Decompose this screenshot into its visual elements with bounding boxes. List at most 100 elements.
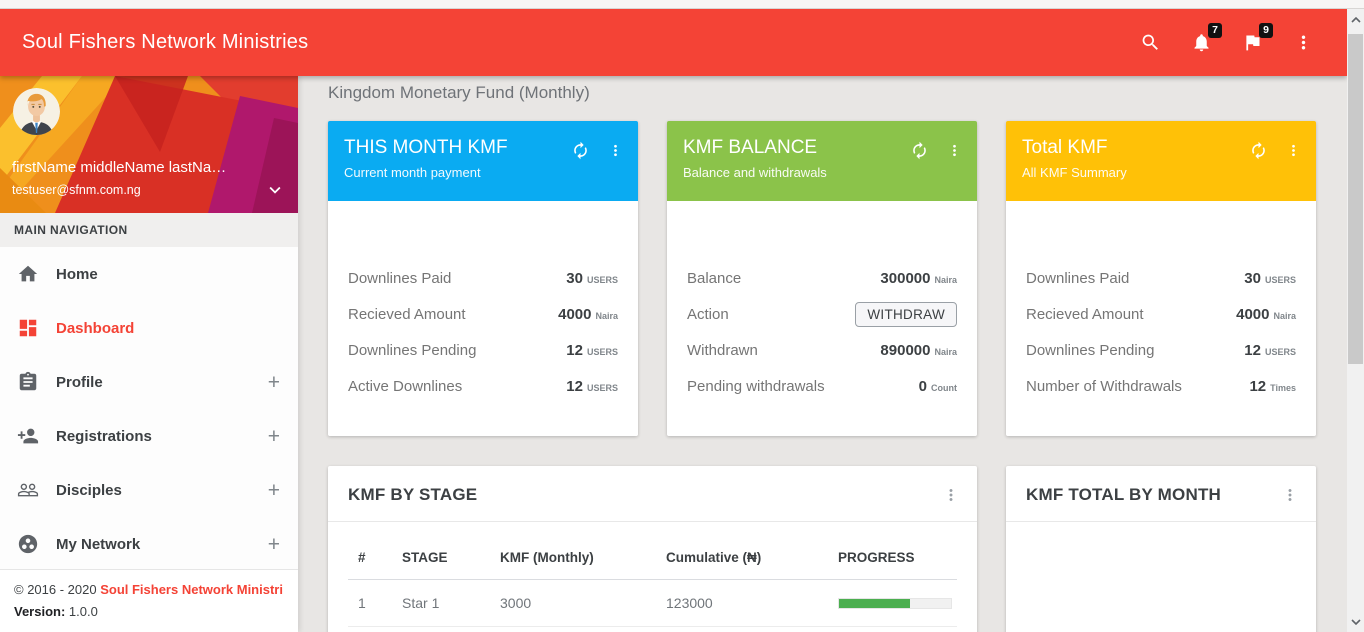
network-icon [17, 532, 41, 556]
clipboard-icon [17, 370, 41, 394]
version-label: Version: [14, 604, 66, 619]
notifications-bell-icon[interactable]: 7 [1189, 22, 1222, 55]
stat-label: Number of Withdrawals [1026, 377, 1182, 395]
scrollbar[interactable] [1347, 9, 1364, 632]
org-link[interactable]: Soul Fishers Network Ministri… [100, 582, 284, 597]
sidebar-item-label: Home [56, 265, 98, 283]
stat-row: Recieved Amount 4000 Naira [348, 303, 618, 325]
panel-menu-icon[interactable] [1280, 485, 1300, 505]
dashboard-icon [17, 316, 41, 340]
stat-value: 12 [1244, 341, 1261, 359]
stat-unit: USERS [586, 346, 618, 357]
stat-value: 890000 [880, 341, 931, 359]
card-subtitle: Balance and withdrawals [683, 165, 827, 180]
stat-row: Balance 300000 Naira [687, 267, 957, 289]
stat-row: Pending withdrawals 0 Count [687, 375, 957, 397]
user-avatar[interactable] [13, 88, 60, 135]
home-icon [17, 262, 41, 286]
stat-label: Active Downlines [348, 377, 463, 395]
cell-kmf: 3000 [490, 579, 656, 627]
stat-value: 12 [566, 341, 583, 359]
stat-value: 12 [1249, 377, 1267, 395]
sidebar-item-label: Profile [56, 373, 103, 391]
main-content: Kingdom Monetary Fund (Monthly) THIS MON… [298, 76, 1347, 632]
stat-unit: USERS [1264, 274, 1296, 285]
panel-menu-icon[interactable] [941, 485, 961, 505]
stat-label: Action [687, 305, 729, 323]
cell-num: 1 [348, 579, 392, 627]
stat-label: Downlines Pending [348, 341, 477, 359]
stat-row: Withdrawn 890000 Naira [687, 339, 957, 361]
stat-value: 4000 [558, 305, 592, 323]
stat-unit: Naira [934, 346, 957, 357]
refresh-icon[interactable] [909, 140, 929, 160]
expand-plus-icon[interactable]: + [267, 370, 280, 394]
sidebar-item-dashboard[interactable]: Dashboard [0, 301, 298, 355]
card-title: Total KMF [1022, 137, 1108, 158]
version-value: 1.0.0 [68, 604, 98, 619]
stat-unit: Count [931, 382, 957, 393]
card-subtitle: Current month payment [344, 165, 481, 180]
main-navigation: Home Dashboard Profile + Registrations [0, 247, 298, 571]
sidebar-item-registrations[interactable]: Registrations + [0, 409, 298, 463]
cell-stage: Star 1 [392, 579, 490, 627]
scroll-down-button[interactable] [1347, 612, 1364, 631]
person-add-icon [17, 424, 41, 448]
flags-badge: 9 [1259, 22, 1273, 38]
scrollbar-thumb[interactable] [1348, 34, 1363, 364]
panel-title: KMF BY STAGE [348, 485, 478, 504]
stat-value: 12 [566, 377, 583, 395]
overflow-menu-icon[interactable] [1291, 31, 1315, 55]
app-bar: Soul Fishers Network Ministries 7 9 [0, 9, 1347, 76]
panel-title: KMF TOTAL BY MONTH [1026, 485, 1221, 504]
stat-unit: USERS [586, 382, 618, 393]
withdraw-button[interactable]: WITHDRAW [855, 301, 957, 327]
stat-label: Withdrawn [687, 341, 758, 359]
scroll-up-button[interactable] [1347, 10, 1364, 29]
card-menu-icon[interactable] [944, 140, 964, 160]
search-icon[interactable] [1138, 31, 1162, 55]
stat-row: Active Downlines 12 USERS [348, 375, 618, 397]
sidebar-item-label: My Network [56, 535, 141, 553]
card-body: Balance 300000 Naira Action WITHDRAW With… [667, 201, 977, 436]
refresh-icon[interactable] [570, 140, 590, 160]
column-header: # [348, 522, 392, 580]
card-kmf-balance: KMF BALANCE Balance and withdrawals Bala… [667, 121, 977, 436]
sidebar-item-my-network[interactable]: My Network + [0, 517, 298, 571]
stat-unit: Naira [1273, 310, 1296, 321]
stat-unit: USERS [1264, 346, 1296, 357]
sidebar-item-label: Dashboard [56, 319, 135, 337]
sidebar-item-home[interactable]: Home [0, 247, 298, 301]
stat-row: Downlines Pending 12 USERS [348, 339, 618, 361]
stat-label: Downlines Pending [1026, 341, 1155, 359]
stat-row: Downlines Paid 30 USERS [1026, 267, 1296, 289]
browser-top-strip [0, 0, 1364, 9]
card-menu-icon[interactable] [605, 140, 625, 160]
sidebar-item-disciples[interactable]: Disciples + [0, 463, 298, 517]
card-title: THIS MONTH KMF [344, 137, 508, 158]
app-title: Soul Fishers Network Ministries [22, 31, 309, 53]
stage-table: # STAGE KMF (Monthly) Cumulative (₦) PRO… [348, 522, 957, 627]
card-title: KMF BALANCE [683, 137, 818, 158]
sidebar-item-label: Disciples [56, 481, 122, 499]
stat-unit: USERS [586, 274, 618, 285]
expand-plus-icon[interactable]: + [267, 478, 280, 502]
card-header: THIS MONTH KMF Current month payment [328, 121, 638, 201]
appbar-actions: 7 9 [1138, 22, 1315, 55]
stat-cards-row: THIS MONTH KMF Current month payment Dow… [328, 121, 1347, 436]
sidebar-item-profile[interactable]: Profile + [0, 355, 298, 409]
expand-plus-icon[interactable]: + [267, 424, 280, 448]
chevron-down-icon[interactable] [264, 179, 286, 201]
user-panel[interactable]: firstName middleName lastNa… testuser@sf… [0, 76, 298, 213]
column-header: PROGRESS [828, 522, 957, 580]
panel-kmf-total-by-month: KMF TOTAL BY MONTH [1006, 466, 1316, 632]
refresh-icon[interactable] [1248, 140, 1268, 160]
table-row: 1 Star 1 3000 123000 [348, 579, 957, 627]
card-menu-icon[interactable] [1283, 140, 1303, 160]
stat-unit: Naira [934, 274, 957, 285]
stat-row: Downlines Pending 12 USERS [1026, 339, 1296, 361]
bottom-panels-row: KMF BY STAGE # STAGE KMF (Monthly) Cumul… [328, 466, 1347, 632]
flag-icon[interactable]: 9 [1240, 22, 1273, 55]
expand-plus-icon[interactable]: + [267, 532, 280, 556]
